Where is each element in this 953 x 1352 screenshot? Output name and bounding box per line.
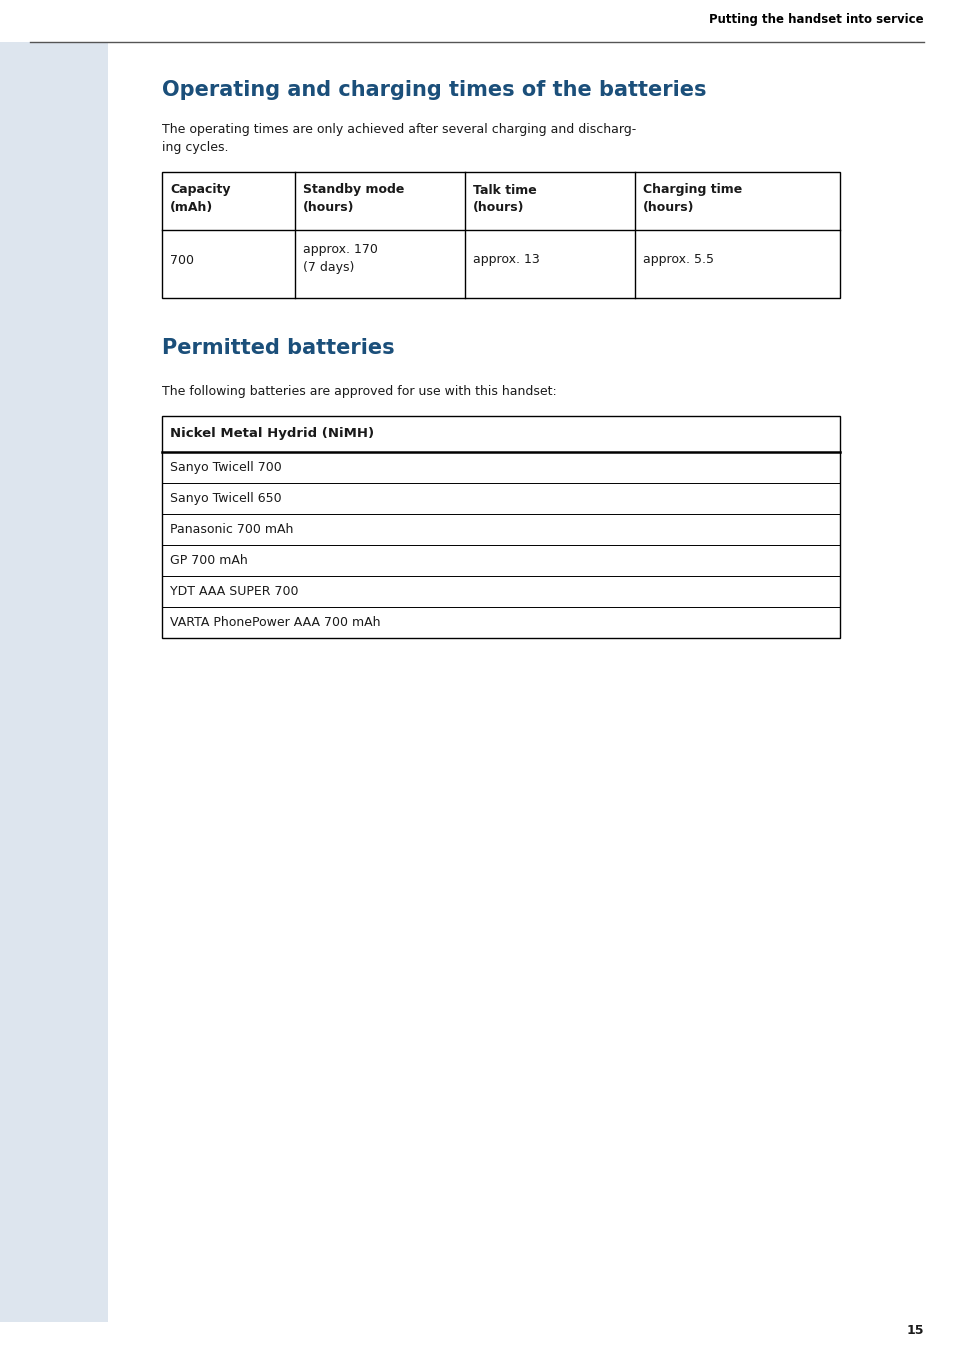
Text: ing cycles.: ing cycles. xyxy=(162,142,229,154)
Text: YDT AAA SUPER 700: YDT AAA SUPER 700 xyxy=(170,585,298,598)
Text: 700: 700 xyxy=(170,254,193,266)
Text: Operating and charging times of the batteries: Operating and charging times of the batt… xyxy=(162,80,706,100)
Text: Charging time: Charging time xyxy=(642,184,741,196)
Text: GP 700 mAh: GP 700 mAh xyxy=(170,554,248,566)
Text: approx. 5.5: approx. 5.5 xyxy=(642,254,713,266)
Text: approx. 170: approx. 170 xyxy=(303,243,377,257)
Text: The operating times are only achieved after several charging and discharg-: The operating times are only achieved af… xyxy=(162,123,636,137)
Text: approx. 13: approx. 13 xyxy=(473,254,539,266)
Text: Capacity: Capacity xyxy=(170,184,231,196)
Text: Permitted batteries: Permitted batteries xyxy=(162,338,395,358)
Text: Putting the handset into service: Putting the handset into service xyxy=(709,14,923,27)
Text: The following batteries are approved for use with this handset:: The following batteries are approved for… xyxy=(162,385,557,399)
Text: (hours): (hours) xyxy=(303,201,355,215)
Bar xyxy=(162,172,840,297)
Text: (7 days): (7 days) xyxy=(303,261,354,274)
Text: (hours): (hours) xyxy=(473,201,524,215)
Text: Nickel Metal Hydrid (NiMH): Nickel Metal Hydrid (NiMH) xyxy=(170,427,374,441)
Text: 15: 15 xyxy=(905,1324,923,1337)
Text: Sanyo Twicell 650: Sanyo Twicell 650 xyxy=(170,492,281,506)
Text: Standby mode: Standby mode xyxy=(303,184,404,196)
Text: (mAh): (mAh) xyxy=(170,201,213,215)
Text: (hours): (hours) xyxy=(642,201,694,215)
Bar xyxy=(162,416,840,638)
Bar xyxy=(0,42,108,1322)
Text: Sanyo Twicell 700: Sanyo Twicell 700 xyxy=(170,461,281,475)
Text: VARTA PhonePower AAA 700 mAh: VARTA PhonePower AAA 700 mAh xyxy=(170,617,380,629)
Text: Talk time: Talk time xyxy=(473,184,537,196)
Text: Panasonic 700 mAh: Panasonic 700 mAh xyxy=(170,523,294,535)
